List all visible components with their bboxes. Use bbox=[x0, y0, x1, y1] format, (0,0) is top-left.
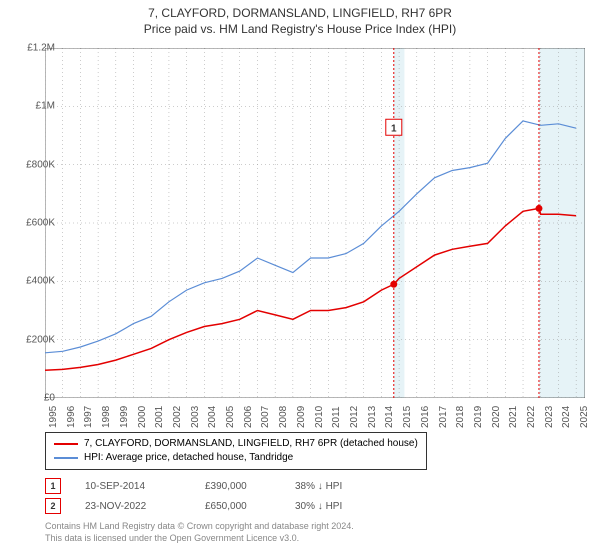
title-block: 7, CLAYFORD, DORMANSLAND, LINGFIELD, RH7… bbox=[0, 0, 600, 36]
x-axis-tick-label: 2009 bbox=[296, 406, 307, 428]
x-axis-tick-label: 1996 bbox=[66, 406, 77, 428]
legend-swatch bbox=[54, 457, 78, 459]
marker-date: 10-SEP-2014 bbox=[85, 481, 205, 492]
x-axis-tick-label: 2001 bbox=[154, 406, 165, 428]
marker-number-box: 1 bbox=[45, 478, 61, 494]
marker-price: £390,000 bbox=[205, 481, 295, 492]
x-axis-tick-label: 2020 bbox=[491, 406, 502, 428]
svg-text:1: 1 bbox=[391, 123, 397, 134]
x-axis-tick-label: 2017 bbox=[438, 406, 449, 428]
x-axis-tick-label: 2011 bbox=[331, 406, 342, 428]
y-axis-tick-label: £1M bbox=[10, 101, 55, 112]
legend-item: 7, CLAYFORD, DORMANSLAND, LINGFIELD, RH7… bbox=[54, 437, 418, 451]
x-axis-tick-label: 2008 bbox=[278, 406, 289, 428]
x-axis-tick-label: 2000 bbox=[137, 406, 148, 428]
chart-subtitle: Price paid vs. HM Land Registry's House … bbox=[0, 22, 600, 36]
x-axis-tick-label: 2005 bbox=[225, 406, 236, 428]
x-axis-tick-label: 1998 bbox=[101, 406, 112, 428]
y-axis-tick-label: £1.2M bbox=[10, 43, 55, 54]
legend-label: 7, CLAYFORD, DORMANSLAND, LINGFIELD, RH7… bbox=[84, 437, 418, 451]
marker-delta: 38% ↓ HPI bbox=[295, 481, 415, 492]
y-axis-tick-label: £0 bbox=[10, 393, 55, 404]
x-axis-tick-label: 2002 bbox=[172, 406, 183, 428]
x-axis-tick-label: 1995 bbox=[48, 406, 59, 428]
marker-delta: 30% ↓ HPI bbox=[295, 501, 415, 512]
x-axis-tick-label: 2016 bbox=[420, 406, 431, 428]
x-axis-tick-label: 2007 bbox=[260, 406, 271, 428]
y-axis-tick-label: £200K bbox=[10, 334, 55, 345]
footer-attribution: Contains HM Land Registry data © Crown c… bbox=[45, 520, 354, 544]
y-axis-tick-label: £600K bbox=[10, 218, 55, 229]
x-axis-tick-label: 2024 bbox=[561, 406, 572, 428]
footer-line-2: This data is licensed under the Open Gov… bbox=[45, 532, 354, 544]
x-axis-tick-label: 2015 bbox=[402, 406, 413, 428]
marker-price: £650,000 bbox=[205, 501, 295, 512]
chart-title: 7, CLAYFORD, DORMANSLAND, LINGFIELD, RH7… bbox=[0, 6, 600, 20]
x-axis-tick-label: 2023 bbox=[544, 406, 555, 428]
marker-date: 23-NOV-2022 bbox=[85, 501, 205, 512]
x-axis-tick-label: 2010 bbox=[314, 406, 325, 428]
x-axis-tick-label: 2018 bbox=[455, 406, 466, 428]
x-axis-tick-label: 1999 bbox=[119, 406, 130, 428]
chart-plot-area: 12 bbox=[45, 48, 585, 398]
x-axis-tick-label: 2003 bbox=[190, 406, 201, 428]
marker-table-row: 1 10-SEP-2014£390,00038% ↓ HPI bbox=[45, 476, 415, 496]
legend-label: HPI: Average price, detached house, Tand… bbox=[84, 451, 293, 465]
footer-line-1: Contains HM Land Registry data © Crown c… bbox=[45, 520, 354, 532]
y-axis-tick-label: £400K bbox=[10, 276, 55, 287]
x-axis-tick-label: 2022 bbox=[526, 406, 537, 428]
x-axis-tick-label: 2006 bbox=[243, 406, 254, 428]
chart-svg: 12 bbox=[45, 48, 585, 398]
marker-number-box: 2 bbox=[45, 498, 61, 514]
x-axis-tick-label: 2004 bbox=[207, 406, 218, 428]
legend-swatch bbox=[54, 443, 78, 445]
x-axis-tick-label: 1997 bbox=[83, 406, 94, 428]
x-axis-tick-label: 2013 bbox=[367, 406, 378, 428]
marker-table-row: 2 23-NOV-2022£650,00030% ↓ HPI bbox=[45, 496, 415, 516]
y-axis-tick-label: £800K bbox=[10, 159, 55, 170]
x-axis-tick-label: 2014 bbox=[384, 406, 395, 428]
legend-item: HPI: Average price, detached house, Tand… bbox=[54, 451, 418, 465]
x-axis-tick-label: 2025 bbox=[579, 406, 590, 428]
x-axis-tick-label: 2019 bbox=[473, 406, 484, 428]
marker-table: 1 10-SEP-2014£390,00038% ↓ HPI 2 23-NOV-202… bbox=[45, 476, 415, 516]
legend-box: 7, CLAYFORD, DORMANSLAND, LINGFIELD, RH7… bbox=[45, 432, 427, 470]
x-axis-tick-label: 2021 bbox=[508, 406, 519, 428]
x-axis-tick-label: 2012 bbox=[349, 406, 360, 428]
